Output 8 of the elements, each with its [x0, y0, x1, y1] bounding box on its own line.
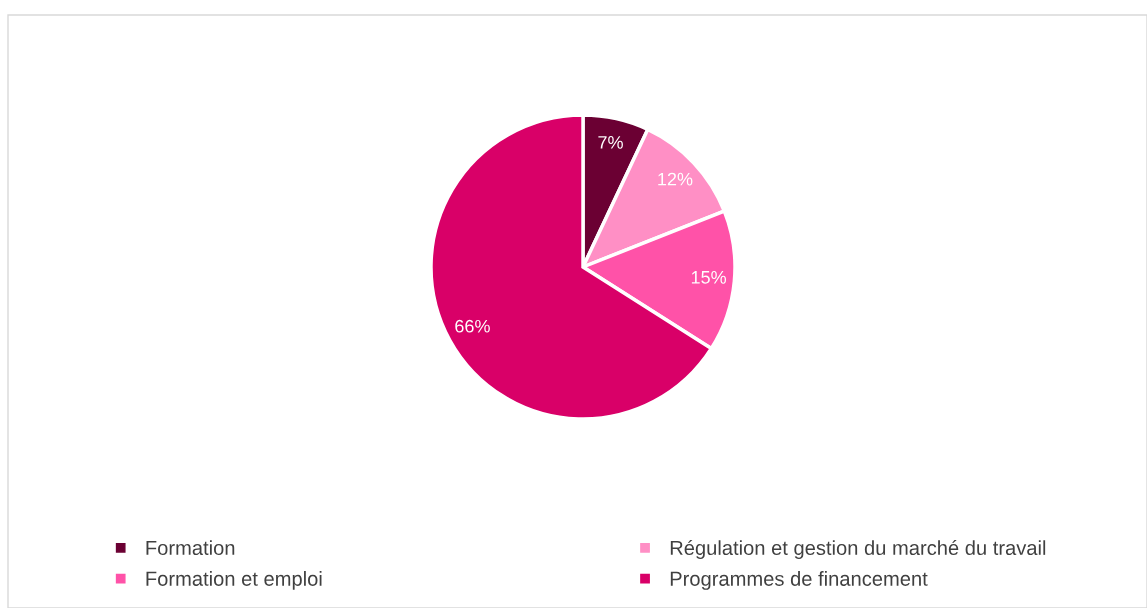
- data-label: 66%: [455, 319, 490, 333]
- data-label: 15%: [691, 271, 727, 284]
- legend-label: Formation: [146, 540, 235, 556]
- data-label: 7%: [598, 136, 623, 149]
- legend-label: Régulation et gestion du marché du travail: [670, 540, 1046, 560]
- data-label: 12%: [658, 172, 693, 186]
- legend-label: Formation et emploi: [146, 571, 322, 590]
- legend-label: Programmes de financement: [670, 571, 928, 590]
